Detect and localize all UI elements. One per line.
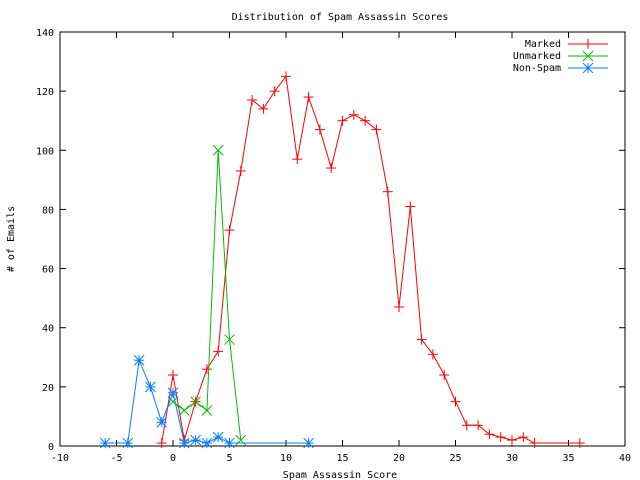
data-point-unmarked bbox=[167, 396, 179, 407]
series-line-non-spam bbox=[105, 358, 309, 444]
data-point-non-spam bbox=[133, 354, 145, 366]
series-unmarked bbox=[167, 144, 247, 446]
x-tick-label: -5 bbox=[110, 453, 122, 464]
data-point-non-spam bbox=[122, 437, 134, 449]
series-layer bbox=[99, 71, 585, 449]
series-marked bbox=[156, 71, 585, 449]
data-point-marked bbox=[348, 109, 359, 120]
data-point-marked bbox=[371, 124, 382, 135]
data-point-non-spam bbox=[178, 437, 190, 449]
data-point-marked bbox=[168, 370, 178, 381]
series-non-spam bbox=[99, 354, 314, 449]
legend-swatch-marker bbox=[583, 39, 593, 49]
data-point-marked bbox=[337, 115, 348, 126]
y-tick-label: 80 bbox=[42, 205, 54, 216]
x-tick-label: 35 bbox=[562, 453, 574, 464]
data-point-marked bbox=[507, 435, 517, 446]
y-tick-label: 20 bbox=[42, 383, 54, 394]
data-point-marked bbox=[518, 432, 529, 443]
legend-swatch-marker bbox=[582, 50, 594, 62]
data-point-non-spam bbox=[99, 437, 111, 449]
y-axis-ticks: 0 20 40 60 80 100 120 140 bbox=[36, 28, 625, 453]
data-point-marked bbox=[495, 432, 506, 443]
data-point-marked bbox=[473, 420, 484, 431]
x-tick-label: 40 bbox=[619, 453, 631, 464]
legend-item-marked: Marked bbox=[525, 39, 608, 50]
data-point-marked bbox=[258, 103, 269, 114]
data-point-unmarked bbox=[224, 334, 235, 345]
data-point-marked bbox=[382, 186, 393, 197]
data-point-marked bbox=[360, 115, 371, 126]
y-tick-label: 40 bbox=[42, 324, 54, 335]
data-point-marked bbox=[450, 396, 461, 407]
data-point-marked bbox=[326, 163, 337, 174]
legend-label: Unmarked bbox=[513, 51, 561, 62]
data-point-non-spam bbox=[145, 381, 156, 393]
data-point-unmarked bbox=[212, 144, 224, 156]
legend-swatch-marker bbox=[582, 62, 594, 74]
y-tick-label: 120 bbox=[36, 87, 54, 98]
series-line-unmarked bbox=[172, 150, 242, 441]
data-point-marked bbox=[314, 124, 325, 135]
chart-title: Distribution of Spam Assassin Scores bbox=[232, 12, 449, 23]
y-tick-label: 0 bbox=[48, 442, 54, 453]
data-point-marked bbox=[303, 92, 314, 103]
y-axis-label: # of Emails bbox=[6, 206, 17, 272]
y-tick-label: 60 bbox=[42, 265, 54, 276]
data-point-non-spam bbox=[303, 437, 314, 449]
data-point-non-spam bbox=[167, 387, 179, 399]
data-point-marked bbox=[574, 438, 585, 449]
legend-label: Non-Spam bbox=[513, 63, 561, 74]
legend-item-unmarked: Unmarked bbox=[513, 50, 608, 62]
data-point-marked bbox=[224, 225, 235, 236]
data-point-unmarked bbox=[178, 405, 190, 416]
data-point-non-spam bbox=[212, 431, 224, 443]
data-point-marked bbox=[439, 370, 450, 381]
data-point-non-spam bbox=[190, 434, 201, 446]
data-point-unmarked bbox=[190, 396, 201, 407]
x-axis-label: Spam Assassin Score bbox=[283, 470, 397, 480]
x-tick-label: 30 bbox=[506, 453, 518, 464]
data-point-marked bbox=[235, 165, 246, 176]
data-point-marked bbox=[247, 95, 258, 106]
x-tick-label: -10 bbox=[51, 453, 69, 464]
legend-item-non-spam: Non-Spam bbox=[513, 62, 608, 74]
data-point-marked bbox=[427, 349, 438, 360]
data-point-marked bbox=[281, 71, 291, 82]
x-axis-ticks: -10 -5 0 5 10 15 20 25 30 35 40 bbox=[51, 32, 631, 464]
data-point-marked bbox=[156, 438, 167, 449]
legend-label: Marked bbox=[525, 39, 561, 50]
plot-area bbox=[59, 31, 626, 447]
x-tick-label: 5 bbox=[226, 453, 232, 464]
data-point-marked bbox=[213, 346, 224, 357]
data-point-marked bbox=[484, 429, 495, 440]
x-tick-label: 25 bbox=[449, 453, 461, 464]
data-point-non-spam bbox=[224, 437, 235, 449]
data-point-marked bbox=[394, 302, 404, 313]
data-point-marked bbox=[269, 86, 280, 97]
y-tick-label: 100 bbox=[36, 146, 54, 157]
x-tick-label: 15 bbox=[336, 453, 348, 464]
data-point-marked bbox=[529, 438, 540, 449]
data-point-marked bbox=[461, 420, 472, 431]
x-tick-label: 10 bbox=[280, 453, 292, 464]
data-point-marked bbox=[416, 334, 427, 345]
data-point-marked bbox=[201, 364, 212, 375]
x-tick-label: 0 bbox=[170, 453, 176, 464]
y-tick-label: 140 bbox=[36, 28, 54, 39]
data-point-unmarked bbox=[201, 405, 213, 416]
data-point-marked bbox=[405, 201, 416, 212]
data-point-non-spam bbox=[201, 437, 213, 449]
x-tick-label: 20 bbox=[393, 453, 405, 464]
data-point-non-spam bbox=[156, 416, 168, 428]
data-point-marked bbox=[292, 154, 303, 165]
